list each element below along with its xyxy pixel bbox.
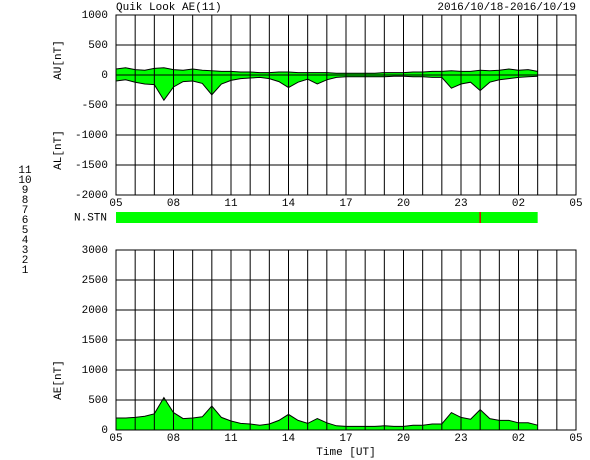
y-tick-label: 0 — [101, 70, 108, 82]
station-number: 7 — [22, 205, 29, 217]
status-bar — [116, 212, 538, 223]
x-tick-label: 23 — [454, 433, 467, 445]
x-tick-label: 17 — [339, 198, 352, 210]
y-tick-label: 1000 — [82, 365, 108, 377]
x-tick-label: 14 — [282, 198, 296, 210]
station-number: 3 — [22, 245, 29, 257]
station-number: 5 — [22, 225, 29, 237]
status-label: N.STN — [74, 212, 107, 224]
station-number: 2 — [22, 255, 29, 267]
y-tick-label: 3000 — [82, 245, 108, 257]
station-number: 9 — [22, 185, 29, 197]
x-tick-label: 02 — [512, 198, 525, 210]
x-tick-label: 05 — [569, 433, 582, 445]
x-axis-label: Time [UT] — [316, 447, 375, 459]
y-tick-label: -1500 — [75, 160, 108, 172]
x-tick-label: 11 — [224, 433, 238, 445]
y-tick-label: -2000 — [75, 190, 108, 202]
station-number: 11 — [18, 165, 32, 177]
station-number: 10 — [18, 175, 31, 187]
area — [116, 75, 538, 101]
x-tick-label: 14 — [282, 433, 296, 445]
y-tick-label: -500 — [82, 100, 108, 112]
y-tick-label: 500 — [88, 40, 108, 52]
x-tick-label: 08 — [167, 198, 180, 210]
station-number: 8 — [22, 195, 29, 207]
x-tick-label: 17 — [339, 433, 352, 445]
plot-frame — [115, 14, 577, 196]
station-number: 4 — [22, 235, 29, 247]
x-tick-label: 05 — [569, 198, 582, 210]
x-tick-label: 02 — [512, 433, 525, 445]
plot-frame — [115, 249, 577, 431]
area — [116, 67, 538, 75]
y-axis-label: AL[nT] — [53, 130, 65, 170]
date-range: 2016/10/18-2016/10/19 — [437, 2, 576, 14]
y-tick-label: -1000 — [75, 130, 108, 142]
y-tick-label: 500 — [88, 395, 108, 407]
y-axis-label: AE[nT] — [53, 360, 65, 400]
x-tick-label: 20 — [397, 198, 410, 210]
x-tick-label: 05 — [109, 198, 122, 210]
y-axis-label: AU[nT] — [53, 40, 65, 80]
y-tick-label: 2000 — [82, 305, 108, 317]
x-tick-label: 23 — [454, 198, 467, 210]
x-tick-label: 08 — [167, 433, 180, 445]
chart-title: Quik Look AE(11) — [116, 2, 222, 14]
station-number: 1 — [22, 265, 29, 277]
y-tick-label: 1000 — [82, 10, 108, 22]
x-tick-label: 11 — [224, 198, 238, 210]
y-tick-label: 2500 — [82, 275, 108, 287]
y-tick-label: 1500 — [82, 335, 108, 347]
y-tick-label: 0 — [101, 425, 108, 437]
area — [116, 397, 538, 430]
x-tick-label: 05 — [109, 433, 122, 445]
station-number: 6 — [22, 215, 29, 227]
x-tick-label: 20 — [397, 433, 410, 445]
